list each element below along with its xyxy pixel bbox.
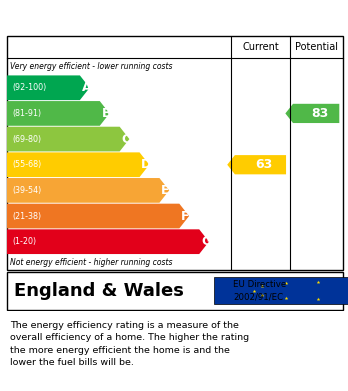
Polygon shape [7, 75, 90, 100]
Text: 83: 83 [311, 107, 328, 120]
Text: A: A [82, 81, 91, 94]
Text: E: E [161, 184, 170, 197]
Text: Current: Current [242, 42, 279, 52]
Text: (21-38): (21-38) [12, 212, 41, 221]
Polygon shape [7, 178, 169, 203]
Text: Energy Efficiency Rating: Energy Efficiency Rating [10, 9, 239, 27]
Text: (55-68): (55-68) [12, 160, 41, 169]
Text: Not energy efficient - higher running costs: Not energy efficient - higher running co… [10, 258, 173, 267]
Text: (92-100): (92-100) [12, 83, 46, 92]
Text: Very energy efficient - lower running costs: Very energy efficient - lower running co… [10, 61, 173, 70]
Polygon shape [7, 101, 110, 126]
Text: 63: 63 [255, 158, 272, 171]
Bar [214, 277, 348, 304]
Text: C: C [121, 133, 130, 145]
Text: EU Directive
2002/91/EC: EU Directive 2002/91/EC [233, 280, 286, 301]
Text: (81-91): (81-91) [12, 109, 41, 118]
Polygon shape [285, 104, 339, 123]
Text: England & Wales: England & Wales [14, 282, 184, 300]
Text: B: B [102, 107, 111, 120]
Text: F: F [181, 210, 190, 222]
Polygon shape [227, 155, 286, 174]
Text: The energy efficiency rating is a measure of the
overall efficiency of a home. T: The energy efficiency rating is a measur… [10, 321, 250, 367]
Polygon shape [7, 152, 149, 177]
Polygon shape [7, 230, 209, 254]
Text: G: G [201, 235, 211, 248]
Polygon shape [7, 127, 129, 151]
Text: (69-80): (69-80) [12, 135, 41, 143]
Text: (39-54): (39-54) [12, 186, 41, 195]
Polygon shape [7, 204, 189, 228]
Text: Potential: Potential [295, 42, 338, 52]
Text: D: D [141, 158, 151, 171]
Text: (1-20): (1-20) [12, 237, 36, 246]
